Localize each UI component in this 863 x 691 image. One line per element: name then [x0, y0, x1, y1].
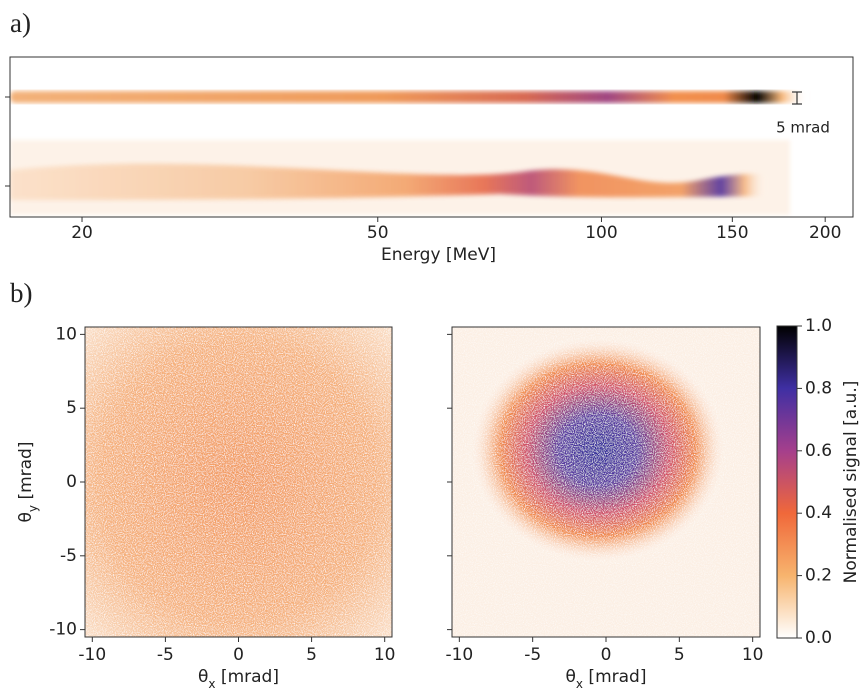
heatmap-image [452, 327, 760, 637]
x-tick-label: 5 [674, 645, 685, 665]
x-tick-label: 200 [809, 223, 841, 243]
x-tick-label: 50 [367, 223, 389, 243]
y-axis-label-part: [mrad] [16, 442, 36, 505]
x-tick-label: 10 [374, 645, 396, 665]
x-axis-label-part: x [208, 677, 215, 691]
colorbar-tick-label: 0.4 [805, 503, 832, 523]
x-axis-label-part: [mrad] [583, 667, 646, 687]
x-axis-label-part: θ [198, 667, 208, 687]
x-tick-label: 10 [742, 645, 764, 665]
heatmap-image [85, 327, 392, 637]
colorbar-tick-label: 0.2 [805, 566, 832, 586]
colorbar-frame [776, 325, 798, 639]
x-axis-label-part: θ [566, 667, 576, 687]
colorbar-tick-label: 0.0 [805, 628, 832, 648]
spectrum-image [10, 57, 853, 217]
colorbar-tick-label: 1.0 [805, 316, 832, 336]
x-axis-label: θx [mrad] [198, 667, 279, 691]
y-tick-label: 5 [66, 398, 77, 418]
y-tick-label: -10 [49, 620, 77, 640]
x-tick-label: -5 [524, 645, 541, 665]
colorbar-tick-label: 0.6 [805, 441, 832, 461]
y-axis-label-part: y [26, 505, 40, 512]
y-tick-label: 0 [66, 472, 77, 492]
scale-bar [792, 91, 802, 105]
x-axis-label-part: [mrad] [216, 667, 279, 687]
x-tick-label: 100 [585, 223, 617, 243]
x-tick-label: 5 [306, 645, 317, 665]
y-axis-label-part: θ [16, 512, 36, 522]
x-axis-label-part: x [576, 677, 583, 691]
panel-label: a) [10, 8, 31, 38]
x-tick-label: -10 [445, 645, 473, 665]
colorbar-gradient [777, 326, 797, 638]
y-tick-label: -5 [60, 546, 77, 566]
x-axis-label: Energy [MeV] [381, 245, 496, 265]
x-tick-label: 20 [71, 223, 93, 243]
y-axis-label: θy [mrad] [16, 442, 40, 523]
x-axis-label: θx [mrad] [566, 667, 647, 691]
x-tick-label: 150 [716, 223, 748, 243]
annotation: 5 mrad [776, 119, 830, 137]
x-tick-label: 0 [233, 645, 244, 665]
colorbar-label: Normalised signal [a.u.] [841, 381, 861, 584]
x-tick-label: -5 [157, 645, 174, 665]
x-tick-label: 0 [601, 645, 612, 665]
colorbar-tick-label: 0.8 [805, 378, 832, 398]
panel-label: b) [10, 278, 33, 308]
y-tick-label: 10 [55, 324, 77, 344]
x-tick-label: -10 [78, 645, 106, 665]
axes-frame [9, 56, 854, 218]
